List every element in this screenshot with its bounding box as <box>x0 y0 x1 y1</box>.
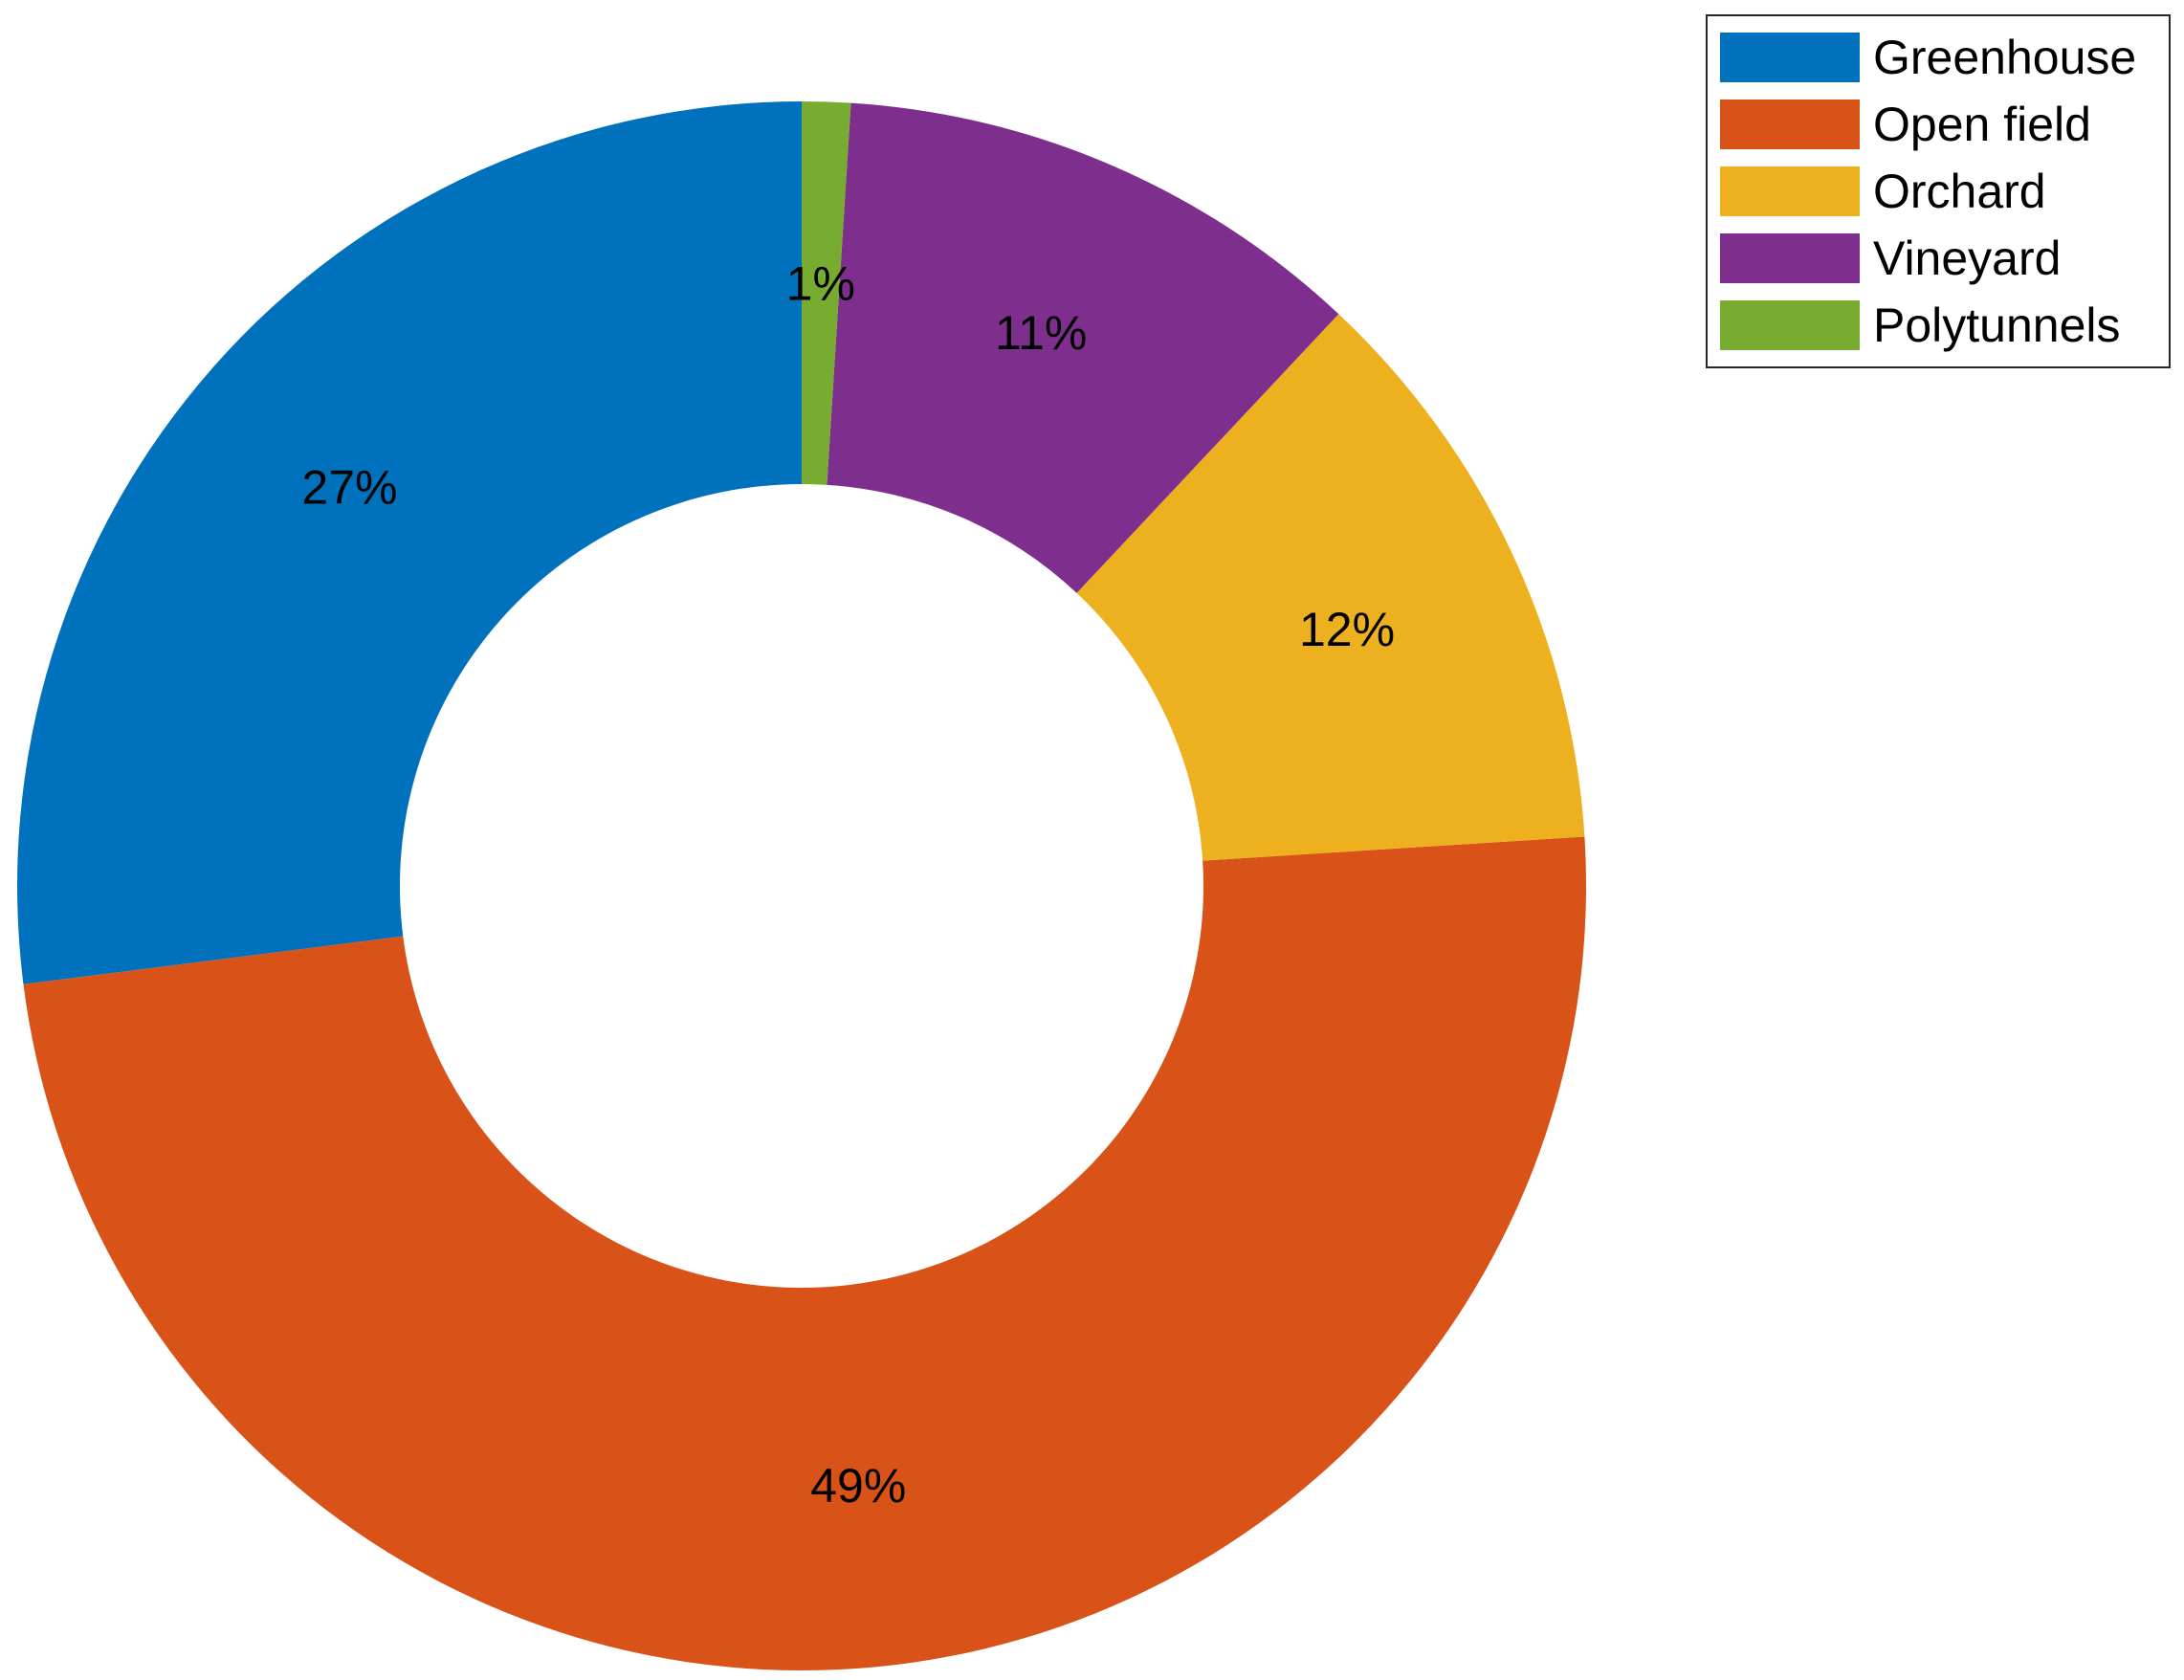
legend-swatch-greenhouse <box>1720 33 1860 82</box>
slice-vineyard <box>827 102 1339 593</box>
slice-label-open-field: 49% <box>810 1459 906 1513</box>
legend: Greenhouse Open field Orchard Vineyard Polyt… <box>1706 14 2171 368</box>
legend-label-polytunnels: Polytunnels <box>1873 298 2121 352</box>
legend-swatch-open-field <box>1720 99 1860 149</box>
legend-entries: Greenhouse Open field Orchard Vineyard Polyt… <box>1720 31 2136 352</box>
slice-greenhouse <box>16 101 802 984</box>
slice-polytunnels <box>802 101 851 485</box>
slice-label-vineyard: 11% <box>995 306 1087 360</box>
donut-slices <box>16 101 1587 1671</box>
legend-label-vineyard: Vineyard <box>1873 232 2061 285</box>
legend-label-orchard: Orchard <box>1873 165 2046 218</box>
legend-swatch-vineyard <box>1720 233 1860 283</box>
legend-swatch-orchard <box>1720 166 1860 216</box>
legend-swatch-polytunnels <box>1720 300 1860 350</box>
legend-label-open-field: Open field <box>1873 98 2091 151</box>
slice-orchard <box>1076 314 1585 861</box>
slice-label-greenhouse: 27% <box>301 460 397 514</box>
slice-open-field <box>23 836 1587 1671</box>
legend-label-greenhouse: Greenhouse <box>1873 31 2136 84</box>
slice-label-orchard: 12% <box>1299 603 1395 656</box>
slice-label-polytunnels: 1% <box>786 256 855 310</box>
slice-labels: 27% 49% 12% 11% 1% <box>301 256 1395 1513</box>
